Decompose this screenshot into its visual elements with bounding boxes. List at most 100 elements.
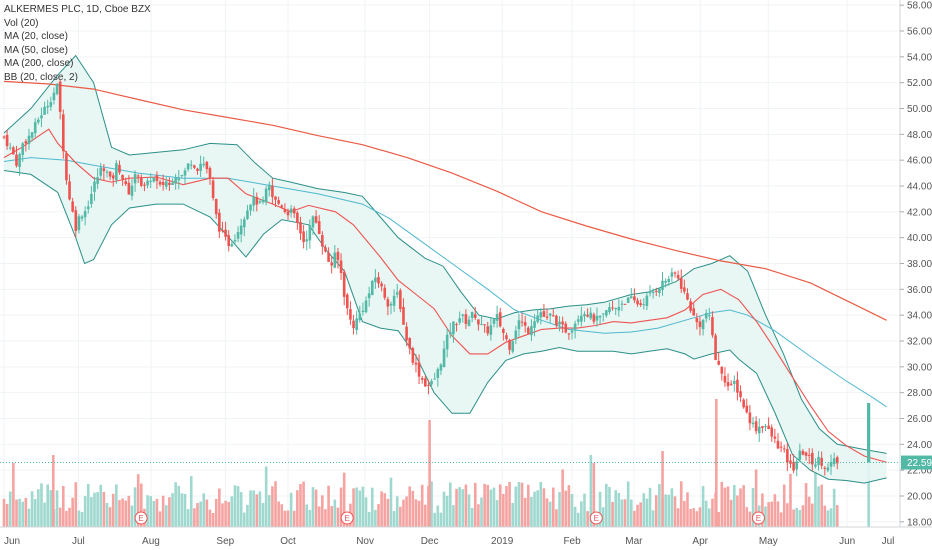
volume-bar	[177, 485, 181, 527]
volume-bar	[517, 482, 521, 527]
volume-bar	[8, 491, 12, 527]
candle-body	[445, 334, 449, 350]
candle-body	[586, 314, 589, 317]
candle-body	[726, 382, 730, 387]
candle-body	[804, 452, 808, 456]
price-tick-label: 34.00	[907, 311, 932, 322]
candle-body	[111, 175, 115, 179]
candle-body	[161, 182, 165, 185]
volume-bar	[115, 484, 118, 527]
volume-bar	[158, 511, 162, 527]
time-tick-label: Jul	[72, 536, 85, 547]
volume-bar	[292, 510, 296, 527]
volume-bar	[15, 499, 18, 527]
volume-bar	[586, 511, 589, 527]
price-axis[interactable]: 18.00 20.00 22.00 24.00 26.00 28.00 30.00 32.00…	[899, 0, 932, 528]
volume-bar	[489, 489, 493, 527]
candle-body	[261, 199, 265, 203]
volume-bar	[286, 510, 290, 527]
ma20-line	[3, 128, 887, 463]
candle-body	[49, 102, 53, 107]
candle-body	[786, 449, 789, 463]
candle-body	[555, 315, 558, 326]
candle-body	[345, 294, 349, 309]
volume-bar	[667, 494, 671, 527]
volume-bar	[486, 484, 490, 527]
volume-bar	[739, 488, 742, 527]
volume-bar	[598, 491, 602, 527]
volume-bar	[211, 512, 215, 527]
legend-volume[interactable]: Vol (20)	[4, 17, 39, 29]
volume-bar	[829, 508, 833, 527]
volume-bar	[146, 495, 149, 527]
legend-ma20[interactable]: MA (20, close)	[4, 31, 68, 42]
candle-body	[102, 168, 106, 172]
volume-bar	[801, 505, 805, 527]
candle-body	[61, 114, 65, 152]
candle-body	[754, 421, 758, 432]
candle-body	[477, 319, 480, 325]
volume-bar	[630, 499, 633, 527]
price-tick-label: 26.00	[907, 414, 932, 425]
volume-bar	[380, 491, 383, 527]
volume-bar	[27, 508, 31, 527]
price-tick-label: 22.00	[907, 466, 932, 477]
candle-body	[470, 312, 474, 319]
candle-body	[12, 147, 15, 155]
candle-body	[736, 379, 739, 393]
candle-body	[333, 252, 337, 268]
volume-bar	[314, 489, 318, 527]
candle-body	[174, 177, 177, 184]
volume-bar	[370, 487, 374, 527]
volume-bar	[580, 501, 583, 527]
candle-body	[143, 184, 146, 186]
legend-ma200[interactable]: MA (200, close)	[4, 58, 74, 69]
volume-bar	[564, 490, 568, 527]
candle-body	[595, 315, 599, 321]
volume-bar	[189, 476, 193, 527]
volume-bar	[751, 487, 755, 527]
candle-body	[455, 324, 458, 326]
volume-bar	[658, 483, 661, 527]
price-tick-label: 54.00	[907, 52, 932, 63]
candle-body	[233, 239, 237, 242]
volume-bar	[773, 494, 777, 527]
candle-body	[274, 196, 277, 200]
candle-body	[15, 154, 18, 166]
moving-averages	[3, 80, 887, 463]
volume-bar	[473, 482, 477, 527]
earnings-marker-icon	[134, 511, 148, 525]
candle-body	[704, 313, 708, 319]
candle-body	[639, 303, 642, 305]
legend-ma50[interactable]: MA (50, close)	[4, 44, 68, 56]
candle-body	[761, 426, 764, 428]
candle-body	[68, 181, 71, 200]
volume-bar	[608, 486, 611, 527]
volume-bar	[545, 498, 549, 527]
candle-body	[658, 288, 661, 294]
volume-bar	[118, 500, 121, 527]
candle-body	[311, 216, 315, 228]
legend-symbol[interactable]: ALKERMES PLC, 1D, Cboe BZX	[4, 4, 151, 15]
volume-bar	[748, 511, 752, 527]
candle-body	[352, 320, 355, 329]
volume-bar	[686, 492, 689, 527]
candle-body	[327, 252, 330, 262]
candle-body	[55, 83, 59, 94]
candle-body	[214, 198, 218, 215]
volume-bar	[46, 484, 49, 527]
time-axis[interactable]: Jun Jul Aug Sep Oct Nov Dec 2019 Feb Mar Apr May Jun…	[0, 526, 932, 550]
volume-bar	[832, 488, 836, 527]
volume-bar	[24, 497, 28, 527]
volume-bar	[383, 493, 387, 527]
legend-bollinger[interactable]: BB (20, close, 2)	[4, 71, 78, 83]
candle-body	[651, 291, 655, 293]
candle-body	[408, 338, 412, 349]
time-tick-label: Sep	[216, 536, 234, 547]
volume-bar	[261, 503, 265, 527]
volume-bar	[5, 503, 9, 527]
volume-bar	[96, 492, 99, 527]
volume-bar	[539, 482, 543, 527]
candle-body	[617, 307, 621, 311]
